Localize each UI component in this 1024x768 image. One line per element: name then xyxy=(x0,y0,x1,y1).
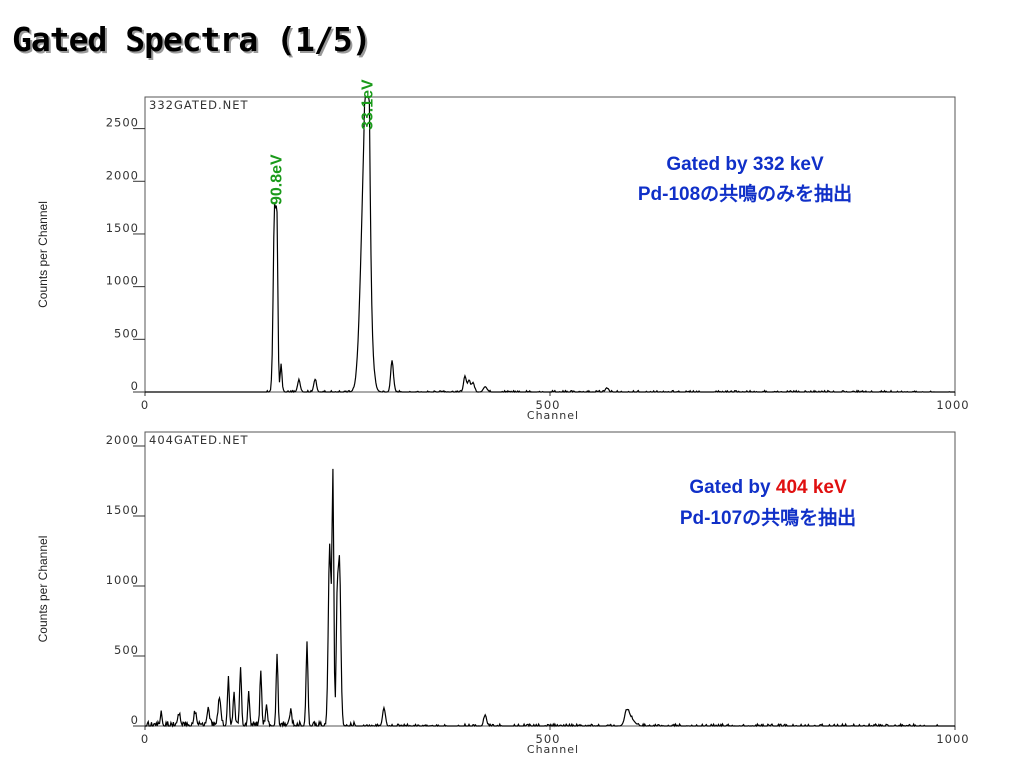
y-tick-label: 2000 xyxy=(106,168,139,182)
x-axis-label: Channel xyxy=(527,409,579,422)
x-tick-label: 0 xyxy=(141,732,149,746)
y-axis-label: Counts per Channel xyxy=(36,536,50,643)
y-tick-label: 0 xyxy=(131,713,139,727)
y-tick-label: 1500 xyxy=(106,503,139,517)
annotation-line2: Pd-108の共鳴のみを抽出 xyxy=(638,182,852,205)
y-tick-label: 500 xyxy=(114,326,139,340)
plot-file-title: 332GATED.NET xyxy=(149,98,249,112)
y-tick-label: 1000 xyxy=(106,573,139,587)
chart-1: 332GATED.NET 0 500 1000 1500 2000 2500 0 500 1000… xyxy=(36,79,969,422)
x-tick-label: 0 xyxy=(141,398,149,412)
spectrum-trace xyxy=(145,468,955,728)
annotation-gate-energy: 332 keV xyxy=(753,154,824,175)
annotation-line2: Pd-107の共鳴を抽出 xyxy=(680,506,856,529)
y-tick-label: 2500 xyxy=(106,116,139,130)
peak-label: 33.1eV xyxy=(359,79,376,130)
plot-frame xyxy=(144,96,956,393)
spectrum-trace xyxy=(145,96,955,394)
annotation-prefix: Gated by xyxy=(689,477,776,498)
y-tick-label: 1500 xyxy=(106,221,139,235)
y-axis-label: Counts per Channel xyxy=(36,201,50,308)
chart-2: 404GATED.NET 0 500 1000 1500 2000 0 500 1000 Chan… xyxy=(36,431,969,756)
y-tick-label: 0 xyxy=(131,379,139,393)
y-tick-label: 2000 xyxy=(106,433,139,447)
x-tick-label: 1000 xyxy=(936,398,969,412)
annotation-line1: Gated by 332 keV xyxy=(666,154,824,175)
annotation-gate-energy: 404 keV xyxy=(776,477,847,498)
x-tick-label: 500 xyxy=(536,732,561,746)
slide-title: Gated Spectra (1/5) xyxy=(12,20,371,59)
annotation-line1: Gated by 404 keV xyxy=(689,477,847,498)
plot-file-title: 404GATED.NET xyxy=(149,433,249,447)
y-tick-label: 1000 xyxy=(106,274,139,288)
annotation-prefix: Gated by xyxy=(666,154,753,175)
x-tick-label: 500 xyxy=(536,398,561,412)
y-tick-label: 500 xyxy=(114,643,139,657)
x-axis-label: Channel xyxy=(527,743,579,756)
peak-label: 90.8eV xyxy=(269,154,286,205)
x-tick-label: 1000 xyxy=(936,732,969,746)
